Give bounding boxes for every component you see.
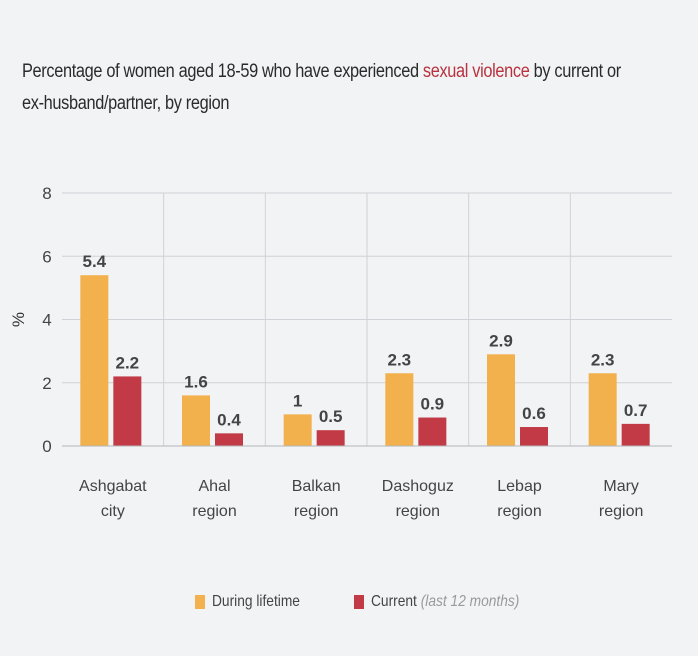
x-tick-label: region xyxy=(599,503,643,520)
data-label: 0.7 xyxy=(624,401,648,420)
x-tick-label: Ahal xyxy=(198,478,230,495)
title-text-start: Percentage of women aged 18-59 who have … xyxy=(22,61,423,82)
x-tick-label: city xyxy=(101,503,125,520)
legend-swatch-current xyxy=(354,595,364,609)
y-tick-label: 2 xyxy=(42,374,51,393)
y-tick-label: 4 xyxy=(42,311,51,330)
bar xyxy=(520,427,548,446)
data-label: 2.9 xyxy=(489,331,513,350)
x-tick-label: region xyxy=(294,503,338,520)
title-text-end: by current or xyxy=(529,61,622,82)
x-tick-label: Dashoguz xyxy=(382,478,454,495)
bar xyxy=(113,376,142,446)
legend-current-note: (last 12 months) xyxy=(420,593,520,610)
data-label: 1 xyxy=(293,391,302,410)
legend-item-current: Current (last 12 months) xyxy=(354,593,544,611)
y-axis-label: % xyxy=(9,312,28,327)
data-label: 2.3 xyxy=(591,350,615,369)
legend-current-text: Current xyxy=(371,593,417,610)
bar xyxy=(316,430,345,446)
data-label: 0.5 xyxy=(319,407,343,426)
legend-swatch-lifetime xyxy=(195,595,205,609)
legend-item-lifetime: During lifetime xyxy=(195,593,314,611)
y-tick-label: 6 xyxy=(42,247,51,266)
x-tick-label: region xyxy=(396,503,440,520)
bar xyxy=(588,373,617,446)
x-tick-label: Ashgabat xyxy=(79,478,147,495)
chart-title: Percentage of women aged 18-59 who have … xyxy=(22,56,641,120)
title-line-2: ex-husband/partner, by region xyxy=(22,93,230,114)
x-tick-label: region xyxy=(192,503,236,520)
data-label: 2.3 xyxy=(388,350,412,369)
x-tick-label: Mary xyxy=(603,478,639,495)
bar xyxy=(80,275,109,446)
bar xyxy=(385,373,414,446)
bar xyxy=(487,354,515,446)
bar xyxy=(215,433,243,446)
bar xyxy=(182,395,210,446)
legend-label-lifetime: During lifetime xyxy=(212,593,300,610)
y-tick-label: 0 xyxy=(42,437,51,456)
bar xyxy=(418,417,447,446)
title-highlight: sexual violence xyxy=(422,61,530,82)
data-label: 0.6 xyxy=(522,404,546,423)
data-label: 0.4 xyxy=(217,410,241,429)
data-label: 2.2 xyxy=(116,353,140,372)
data-label: 1.6 xyxy=(184,372,208,391)
x-tick-label: Balkan xyxy=(292,478,341,495)
data-label: 5.4 xyxy=(83,252,107,271)
bar xyxy=(283,414,312,446)
y-tick-label: 8 xyxy=(42,184,51,203)
legend-label-current: Current (last 12 months) xyxy=(371,593,519,611)
legend: During lifetime Current (last 12 months) xyxy=(0,593,698,617)
x-tick-label: region xyxy=(497,503,541,520)
x-tick-label: Lebap xyxy=(497,478,542,495)
bar xyxy=(621,423,650,446)
data-label: 0.9 xyxy=(421,395,445,414)
